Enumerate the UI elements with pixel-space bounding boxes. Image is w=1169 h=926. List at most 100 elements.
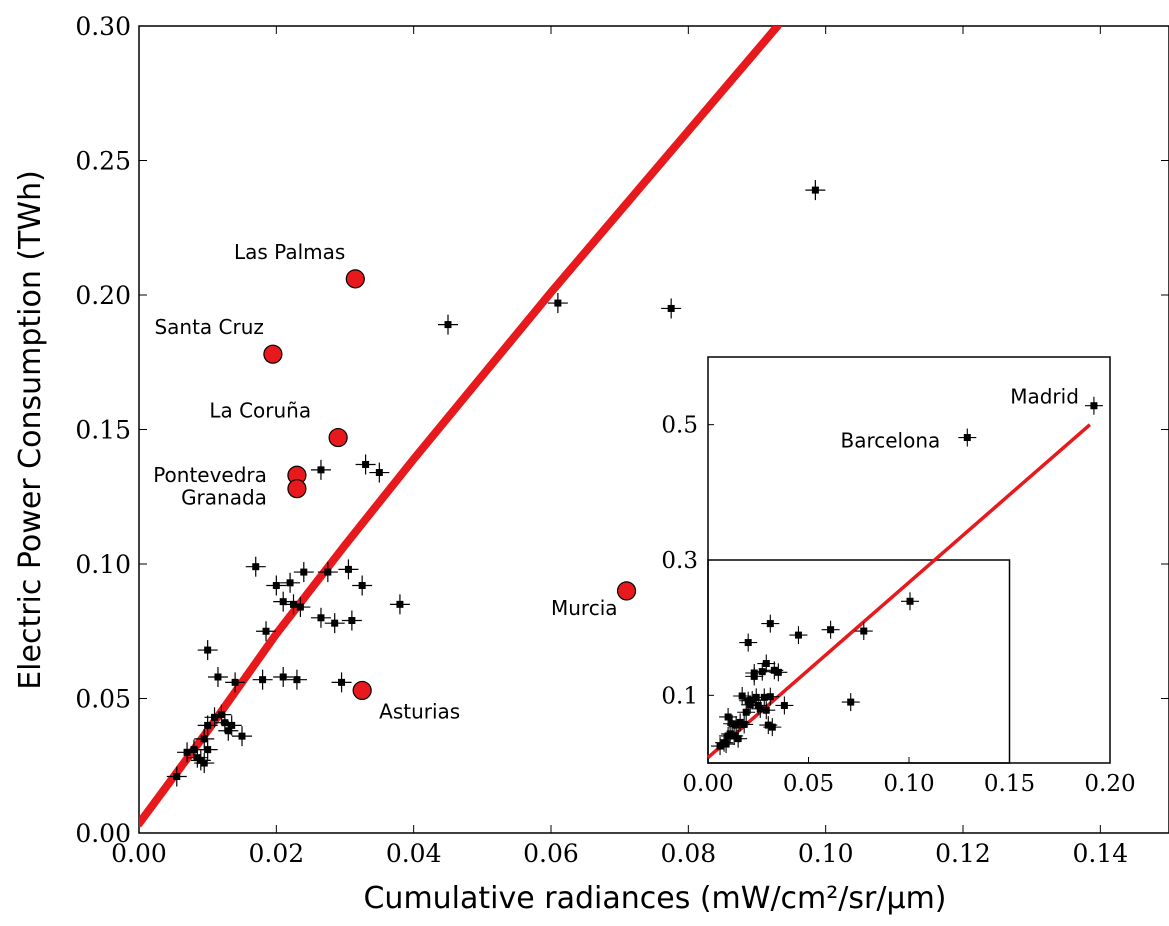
point-marker (252, 563, 260, 571)
y-axis-title: Electric Power Consumption (TWh) (13, 170, 48, 690)
point-marker (211, 713, 219, 721)
city-label: Pontevedra (153, 463, 267, 487)
highlight-city-point: Las Palmas (234, 240, 365, 289)
highlight-city-point: Granada (181, 479, 307, 510)
x-tick-label: 0.00 (111, 839, 167, 868)
data-point (547, 293, 568, 314)
inset-x-tick-label: 0.00 (682, 771, 733, 797)
inset-chart: 0.00 0.05 0.10 0.15 0.20 0.1 0.3 0.5 Barcelona M… (640, 353, 1140, 812)
data-point (341, 610, 362, 631)
data-point (256, 621, 277, 642)
point-marker (722, 740, 730, 748)
y-tick-label: 0.30 (75, 12, 131, 41)
city-marker (616, 581, 637, 601)
x-tick-label: 0.10 (798, 839, 854, 868)
point-marker (716, 742, 724, 750)
point-marker (279, 598, 287, 606)
inset-data-point (739, 633, 758, 652)
zoom-region-box (707, 559, 1011, 764)
point-marker (906, 597, 914, 605)
point-marker (279, 673, 287, 681)
x-tick-label: 0.04 (386, 839, 442, 868)
point-marker (768, 723, 776, 731)
inset-city-label: Barcelona (840, 429, 940, 453)
point-marker (300, 568, 308, 576)
inset-fit-line (706, 423, 1092, 759)
inset-fit-line (706, 423, 1092, 759)
point-marker (190, 746, 198, 754)
point-marker (224, 727, 232, 735)
point-marker (762, 706, 770, 714)
point-marker (173, 773, 181, 781)
point-marker (259, 676, 267, 684)
point-marker (748, 696, 756, 704)
point-marker (667, 304, 675, 312)
inset-data-point (761, 687, 780, 706)
city-marker (263, 344, 283, 364)
inset-x-tick-label: 0.10 (883, 771, 934, 797)
data-point (661, 298, 682, 319)
point-marker (740, 720, 748, 728)
point-marker (762, 660, 770, 668)
point-marker (744, 697, 752, 705)
point-marker (324, 568, 332, 576)
data-point (207, 666, 228, 687)
point-marker (827, 626, 835, 634)
data-point (317, 562, 338, 583)
point-marker (317, 614, 325, 622)
point-marker (231, 678, 239, 686)
highlight-city-point: La Coruña (209, 399, 348, 448)
data-point (290, 597, 311, 618)
point-marker (738, 692, 746, 700)
point-marker (750, 669, 758, 677)
point-marker (293, 676, 301, 684)
data-point (438, 314, 458, 335)
inset-data-point: Madrid (1010, 385, 1103, 415)
point-marker (204, 646, 212, 654)
y-tick-label: 0.20 (75, 281, 131, 310)
point-marker (770, 666, 778, 674)
point-marker (756, 705, 764, 713)
main-highlighted-cities: Las Palmas Santa Cruz La Coruña PontevedraG… (153, 240, 637, 723)
data-point (225, 672, 246, 693)
point-marker (758, 668, 766, 676)
inset-data-point (769, 663, 788, 682)
city-marker (287, 479, 307, 499)
data-point (310, 607, 331, 628)
inset-city-label: Madrid (1010, 385, 1079, 409)
data-point (352, 575, 373, 596)
point-marker (766, 620, 774, 628)
point-marker (221, 719, 229, 727)
point-marker (396, 600, 404, 608)
point-marker (794, 631, 802, 639)
point-marker (847, 698, 855, 706)
point-marker (764, 721, 772, 729)
x-tick-label: 0.14 (1072, 839, 1128, 868)
inset-y-tick-label: 0.3 (661, 548, 698, 574)
point-marker (554, 299, 562, 307)
point-marker (746, 701, 754, 709)
point-marker (732, 721, 740, 729)
data-point (805, 180, 826, 201)
point-marker (780, 701, 788, 709)
data-point (331, 672, 352, 693)
data-point (389, 594, 410, 615)
inset-data-point (763, 718, 782, 737)
y-tick-label: 0.05 (75, 685, 131, 714)
point-marker (742, 708, 750, 716)
data-point (293, 562, 314, 583)
data-point (252, 669, 273, 690)
inset-data-point (841, 693, 860, 712)
city-label: Asturias (379, 699, 460, 723)
point-marker (734, 735, 742, 743)
y-tick-label: 0.10 (75, 550, 131, 579)
inset-data-point (901, 592, 920, 611)
inset-data-point (719, 707, 738, 726)
inset-background (640, 353, 1140, 812)
data-point (324, 613, 345, 634)
data-point (221, 715, 242, 736)
data-point (194, 728, 215, 749)
inset-y-tick-label: 0.5 (661, 413, 698, 439)
y-tick-label: 0.00 (75, 819, 131, 848)
point-marker (338, 678, 346, 686)
